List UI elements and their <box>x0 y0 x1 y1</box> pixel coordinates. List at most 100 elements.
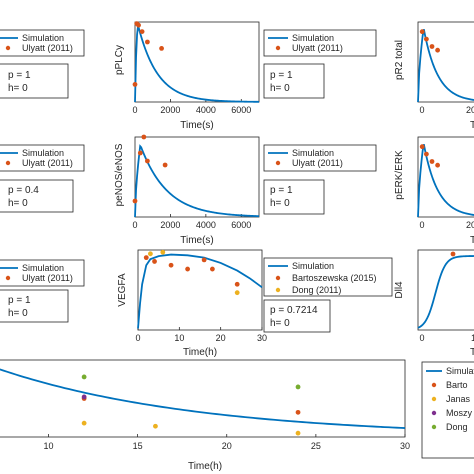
legend-label: Barto <box>446 380 468 390</box>
data-point <box>435 162 440 168</box>
x-tick-label: 2000 <box>160 220 180 230</box>
vegfa-legend: Simulation Bartoszewska (2015) Dong (201… <box>263 257 393 333</box>
legend-box <box>263 29 377 57</box>
legend-label: Simulation <box>22 148 64 158</box>
simulation-line <box>417 29 474 103</box>
param-box <box>263 63 325 99</box>
simulation-line <box>134 25 260 103</box>
legend-label: Simulation <box>22 263 64 273</box>
x-tick-label: 10 <box>43 441 53 451</box>
param-text: p = 1 <box>270 185 293 196</box>
legend-label: Simulation <box>292 33 334 43</box>
legend-marker <box>5 160 11 166</box>
simulation-line <box>417 255 474 329</box>
simulation-line <box>0 368 406 429</box>
param-text: p = 1 <box>8 295 31 306</box>
legend-marker <box>431 396 437 402</box>
data-point <box>145 39 150 45</box>
legend-label: Simulation <box>446 366 474 376</box>
param-box <box>263 179 325 215</box>
param-text: p = 1 <box>8 70 31 81</box>
data-point <box>295 430 301 436</box>
enos-legend: Simulation Ulyatt (2011) p = 1 h= 0 <box>263 144 377 215</box>
x-axis-label: Time(s) <box>180 235 214 246</box>
enos-panel: peNOS/eNOS 0 2000 4000 6000 Time(s) <box>114 134 260 246</box>
plot-frame <box>417 21 474 103</box>
x-axis-label: Time(s) <box>180 120 214 131</box>
plot-frame <box>417 136 474 218</box>
x-tick-label: 2000 <box>466 220 474 230</box>
erk-panel: pERK/ERK 0 2000 T <box>394 136 474 246</box>
data-point <box>148 251 153 257</box>
legend-box <box>263 257 393 297</box>
legend-label: Ulyatt (2011) <box>22 273 73 283</box>
y-axis-label: Dll4 <box>394 281 405 299</box>
data-point <box>295 384 301 390</box>
data-point <box>168 262 174 268</box>
x-axis-label: T <box>470 235 474 246</box>
x-tick-label: 10 <box>471 333 474 343</box>
x-tick-label: 30 <box>400 441 410 451</box>
simulation-line <box>137 253 263 329</box>
plcy-panel: pPLCy 0 2000 4000 6000 Time(s) <box>114 21 260 131</box>
plot-frame <box>417 249 474 331</box>
left-bottom-panel: Simulation Ulyatt (2011) p = 1 h= 0 <box>0 259 85 323</box>
x-tick-label: 2000 <box>160 105 180 115</box>
x-tick-label: 6000 <box>231 220 251 230</box>
param-text: p = 0.7214 <box>270 305 318 316</box>
plcy-legend: Simulation Ulyatt (2011) p = 1 h= 0 <box>263 29 377 99</box>
x-axis-label: T <box>470 120 474 131</box>
data-point <box>132 82 138 87</box>
legend-marker <box>275 287 281 293</box>
y-axis-label: peNOS/eNOS <box>114 143 125 206</box>
simulation-line <box>417 144 474 218</box>
plot-frame <box>137 249 263 331</box>
legend-box <box>263 144 377 172</box>
param-text: h= 0 <box>270 198 290 209</box>
legend-label: Ulyatt (2011) <box>22 43 73 53</box>
legend-label: Simulation <box>292 261 334 271</box>
left-top-panel: Simulation Ulyatt (2011) p = 1 h= 0 <box>0 29 85 99</box>
data-point <box>139 29 145 34</box>
vegfa-panel: VEGFA 0 10 20 30 Time(h) <box>117 249 267 358</box>
param-text: h= 0 <box>8 198 28 209</box>
data-point <box>136 22 141 28</box>
legend-label: Bartoszewska (2015) <box>292 273 377 283</box>
data-point <box>162 162 168 168</box>
legend-box <box>421 361 474 459</box>
param-text: p = 1 <box>270 70 293 81</box>
x-tick-label: 6000 <box>231 105 251 115</box>
pr2-panel: pR2 total 0 2000 T <box>394 21 474 131</box>
legend-label: Simulation <box>22 33 64 43</box>
x-axis-label: T <box>470 347 474 358</box>
data-point <box>419 144 425 150</box>
x-tick-label: 2000 <box>466 105 474 115</box>
data-point <box>132 198 138 204</box>
legend-label: Simulation <box>292 148 334 158</box>
data-point <box>160 249 166 255</box>
legend-marker <box>431 382 437 388</box>
plot-area: 0 10 <box>417 251 474 343</box>
data-point <box>141 134 147 140</box>
data-point <box>152 259 157 264</box>
data-point <box>145 158 150 164</box>
legend-label: Ulyatt (2011) <box>292 158 343 168</box>
legend-label: Ulyatt (2011) <box>292 43 343 53</box>
plot-frame <box>134 21 260 103</box>
x-tick-label: 20 <box>222 441 232 451</box>
data-point <box>81 374 87 380</box>
data-point <box>137 150 143 156</box>
x-tick-label: 4000 <box>196 220 216 230</box>
x-tick-label: 0 <box>132 105 137 115</box>
plot-frame <box>134 136 260 218</box>
data-point <box>429 159 435 164</box>
legend-label: Dong (2011) <box>292 285 341 295</box>
legend-label: Dong <box>446 422 468 432</box>
plot-frame <box>0 359 406 438</box>
x-tick-label: 4000 <box>196 105 216 115</box>
y-axis-label: pR2 total <box>394 40 405 80</box>
x-tick-label: 0 <box>419 220 424 230</box>
data-point <box>234 281 240 287</box>
data-point <box>419 29 425 35</box>
left-bottom-legend <box>0 259 85 287</box>
